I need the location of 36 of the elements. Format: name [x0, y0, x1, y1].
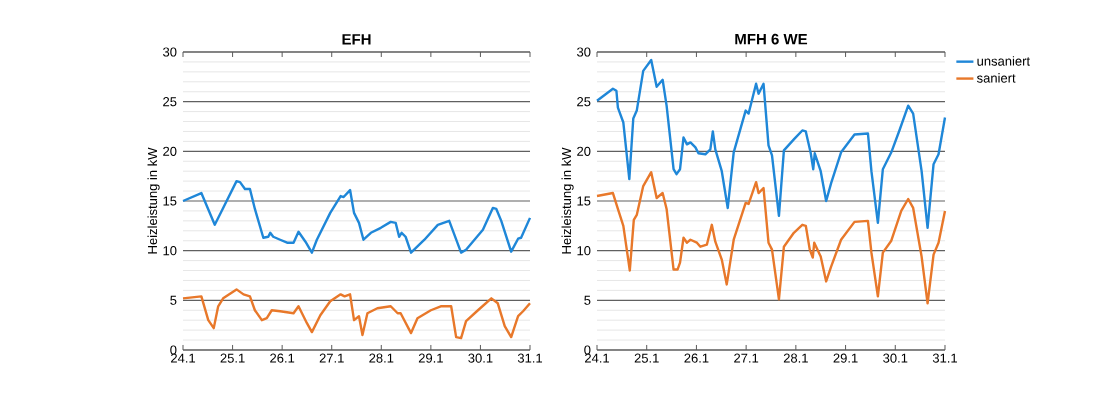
y-tick-label: 30 [163, 47, 177, 57]
y-tick-label: 15 [163, 196, 177, 206]
y-tick-label: 5 [584, 295, 591, 305]
x-tick-label: 25.1 [220, 353, 245, 363]
x-tick-label: 29.1 [833, 353, 858, 363]
y-tick-label: 10 [577, 246, 591, 256]
x-tick-label: 27.1 [734, 353, 759, 363]
x-tick-label: 31.1 [932, 353, 958, 363]
y-tick-label: 20 [577, 146, 591, 156]
x-tick-label: 25.1 [634, 353, 659, 363]
x-tick-label: 28.1 [783, 353, 808, 363]
y-tick-label: 20 [163, 146, 177, 156]
chart-title: EFH [342, 34, 371, 45]
x-tick-label: 26.1 [270, 353, 295, 363]
y-tick-label: 30 [577, 47, 591, 57]
y-axis-title: Heizleistung in kW [147, 147, 160, 254]
y-tick-label: 15 [577, 196, 591, 206]
y-tick-label: 0 [584, 345, 591, 355]
legend-label: unsaniert [977, 56, 1030, 66]
x-tick-label: 27.1 [319, 353, 344, 363]
y-axis-title: Heizleistung in kW [561, 147, 574, 254]
legend-label: saniert [976, 73, 1016, 83]
x-tick-label: 31.1 [517, 353, 543, 363]
x-tick-label: 30.1 [468, 353, 493, 363]
x-tick-label: 24.1 [171, 353, 196, 363]
y-tick-label: 0 [170, 345, 177, 355]
x-tick-label: 30.1 [883, 353, 908, 363]
y-tick-label: 10 [163, 246, 177, 256]
chart-title: MFH 6 WE [735, 33, 808, 45]
x-tick-label: 29.1 [418, 353, 443, 363]
y-tick-label: 25 [163, 97, 177, 107]
x-tick-label: 24.1 [585, 353, 610, 363]
x-tick-label: 28.1 [369, 353, 394, 363]
y-tick-label: 5 [170, 295, 177, 305]
y-tick-label: 25 [577, 97, 591, 107]
x-tick-label: 26.1 [684, 353, 709, 363]
